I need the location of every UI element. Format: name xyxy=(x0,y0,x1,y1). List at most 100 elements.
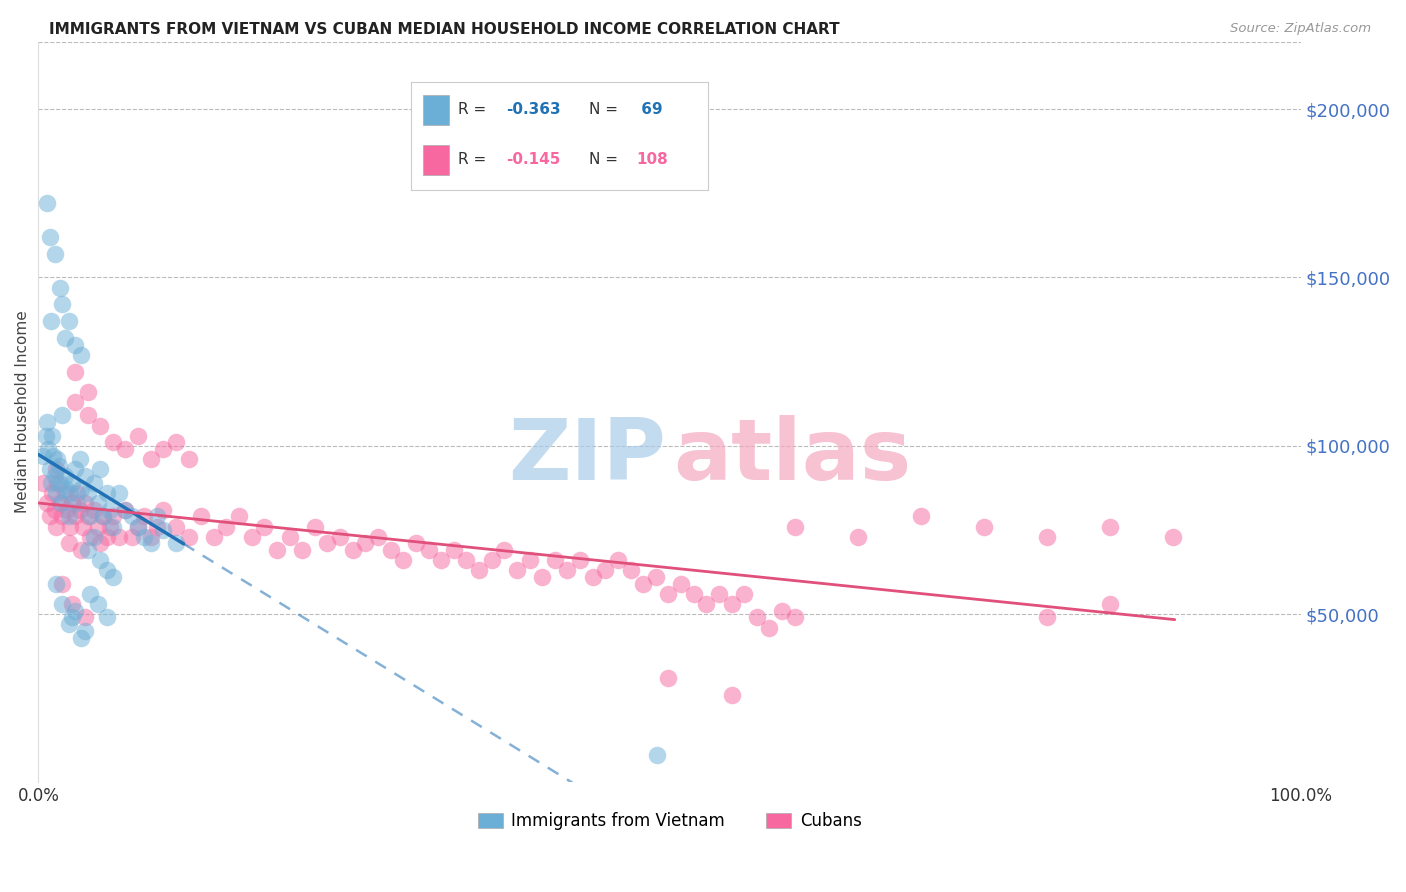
Point xyxy=(139,536,162,550)
Point xyxy=(58,536,80,550)
Legend: Immigrants from Vietnam, Cubans: Immigrants from Vietnam, Cubans xyxy=(471,805,869,837)
Point xyxy=(228,509,250,524)
Point xyxy=(83,530,105,544)
Point xyxy=(101,435,124,450)
Point xyxy=(1099,597,1122,611)
Point xyxy=(35,428,58,442)
Point xyxy=(657,671,679,685)
Point xyxy=(134,530,156,544)
Point xyxy=(177,452,200,467)
Point xyxy=(114,502,136,516)
Point xyxy=(76,486,98,500)
Point xyxy=(66,486,89,500)
Point xyxy=(139,530,162,544)
Point xyxy=(62,475,84,490)
Point xyxy=(72,519,94,533)
Point xyxy=(73,624,96,638)
Point xyxy=(101,519,124,533)
Point xyxy=(79,587,101,601)
Point xyxy=(430,553,453,567)
Point xyxy=(645,748,668,763)
Point xyxy=(37,196,59,211)
Point xyxy=(456,553,478,567)
Point xyxy=(468,563,491,577)
Point xyxy=(49,475,72,490)
Point xyxy=(910,509,932,524)
Text: atlas: atlas xyxy=(673,415,911,498)
Point xyxy=(240,530,263,544)
Point xyxy=(783,519,806,533)
Point xyxy=(165,435,187,450)
Point xyxy=(506,563,529,577)
Point xyxy=(134,509,156,524)
Point xyxy=(69,502,91,516)
Point xyxy=(758,620,780,634)
Point xyxy=(152,502,174,516)
Point xyxy=(44,469,66,483)
Point xyxy=(720,688,742,702)
Point xyxy=(62,597,84,611)
Point xyxy=(531,570,554,584)
Point xyxy=(42,449,65,463)
Point xyxy=(46,475,69,490)
Point xyxy=(41,486,63,500)
Point xyxy=(83,475,105,490)
Point xyxy=(127,519,149,533)
Point xyxy=(342,543,364,558)
Point xyxy=(51,409,73,423)
Point xyxy=(519,553,541,567)
Point xyxy=(190,509,212,524)
Point xyxy=(91,509,114,524)
Point xyxy=(76,509,98,524)
Point xyxy=(32,449,55,463)
Point xyxy=(152,523,174,537)
Point xyxy=(53,469,76,483)
Point xyxy=(44,502,66,516)
Point xyxy=(127,519,149,533)
Point xyxy=(44,247,66,261)
Point xyxy=(165,519,187,533)
Point xyxy=(291,543,314,558)
Point xyxy=(114,502,136,516)
Point xyxy=(63,509,86,524)
Point xyxy=(69,452,91,467)
Point xyxy=(59,486,82,500)
Point xyxy=(770,604,793,618)
Point xyxy=(86,519,108,533)
Point xyxy=(45,462,67,476)
Point xyxy=(1036,610,1059,624)
Point xyxy=(86,496,108,510)
Point xyxy=(46,452,69,467)
Point xyxy=(544,553,567,567)
Point xyxy=(392,553,415,567)
Point xyxy=(367,530,389,544)
Point xyxy=(53,486,76,500)
Point xyxy=(846,530,869,544)
Point xyxy=(37,496,59,510)
Point xyxy=(49,496,72,510)
Point xyxy=(380,543,402,558)
Point xyxy=(89,553,111,567)
Point xyxy=(316,536,339,550)
Point xyxy=(682,587,704,601)
Point xyxy=(695,597,717,611)
Point xyxy=(101,509,124,524)
Point xyxy=(89,418,111,433)
Point xyxy=(202,530,225,544)
Point xyxy=(657,587,679,601)
Point xyxy=(49,280,72,294)
Point xyxy=(146,509,169,524)
Point xyxy=(91,509,114,524)
Point xyxy=(89,536,111,550)
Point xyxy=(1099,519,1122,533)
Point xyxy=(593,563,616,577)
Point xyxy=(51,597,73,611)
Point xyxy=(152,442,174,456)
Text: Source: ZipAtlas.com: Source: ZipAtlas.com xyxy=(1230,22,1371,36)
Point xyxy=(70,543,93,558)
Point xyxy=(215,519,238,533)
Point xyxy=(127,428,149,442)
Point xyxy=(63,395,86,409)
Point xyxy=(38,462,60,476)
Point xyxy=(86,597,108,611)
